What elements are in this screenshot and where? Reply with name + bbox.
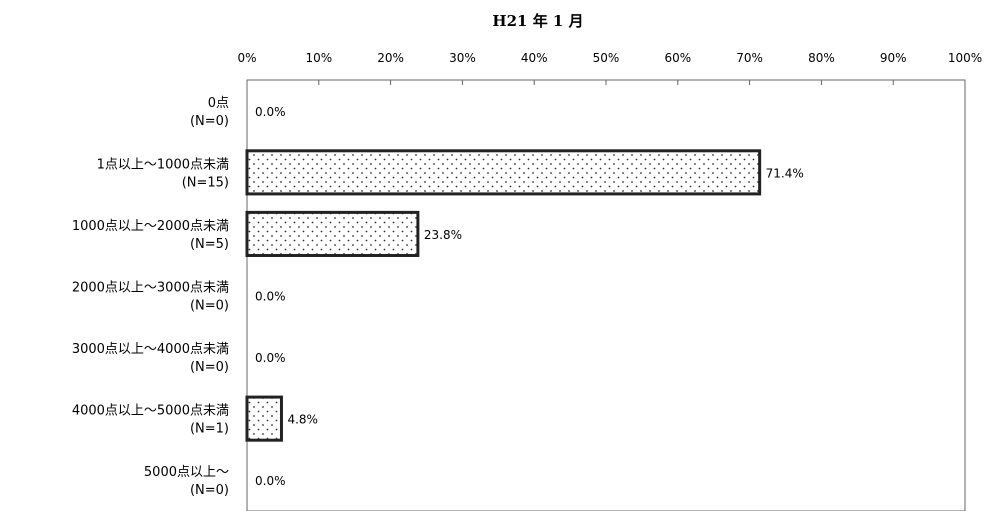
x-axis: 0% 10% 20% 30% 40% 50% 60% 70% 80% 90% 100% <box>237 51 982 85</box>
category-count-label: (N=0) <box>190 299 229 314</box>
category-label: 2000点以上～3000点未満 <box>72 281 229 296</box>
category-label: 0点 <box>208 96 229 111</box>
category-label: 3000点以上～4000点未満 <box>72 342 229 357</box>
value-label: 23.8% <box>424 228 462 242</box>
bar <box>245 149 762 196</box>
value-label: 0.0% <box>255 474 286 488</box>
x-tick-label: 80% <box>808 51 835 65</box>
x-tick-label: 30% <box>449 51 476 65</box>
chart-title: H21 年 1 月 <box>492 12 583 30</box>
value-label: 71.4% <box>766 166 804 180</box>
bar <box>245 395 283 442</box>
x-tick-label: 100% <box>948 51 982 65</box>
x-tick-label: 20% <box>377 51 404 65</box>
category-label: 1点以上～1000点未満 <box>97 157 229 172</box>
x-tick-label: 50% <box>593 51 620 65</box>
y-axis-labels: 0点 (N=0) 1点以上～1000点未満 (N=15) 1000点以上～2000点未満… <box>72 96 229 498</box>
category-count-label: (N=5) <box>190 237 229 252</box>
category-count-label: (N=1) <box>190 422 229 437</box>
x-tick-label: 70% <box>736 51 763 65</box>
value-label: 0.0% <box>255 351 286 365</box>
category-count-label: (N=0) <box>190 114 229 129</box>
bars-group: 0.0% 71.4% 23.8% 0.0% 0.0% 4.8% 0.0% <box>245 105 804 488</box>
x-tick-label: 0% <box>237 51 256 65</box>
value-label: 4.8% <box>287 413 318 427</box>
category-label: 5000点以上～ <box>144 465 229 480</box>
category-count-label: (N=15) <box>182 175 229 190</box>
value-label: 0.0% <box>255 105 286 119</box>
plot-frame <box>246 79 966 511</box>
category-count-label: (N=0) <box>190 360 229 375</box>
x-tick-label: 60% <box>664 51 691 65</box>
x-tick-label: 10% <box>305 51 332 65</box>
x-tick-label: 40% <box>521 51 548 65</box>
value-label: 0.0% <box>255 290 286 304</box>
x-tick-label: 90% <box>880 51 907 65</box>
bar <box>245 210 420 257</box>
category-label: 1000点以上～2000点未満 <box>72 219 229 234</box>
category-label: 4000点以上～5000点未満 <box>72 404 229 419</box>
category-count-label: (N=0) <box>190 483 229 498</box>
